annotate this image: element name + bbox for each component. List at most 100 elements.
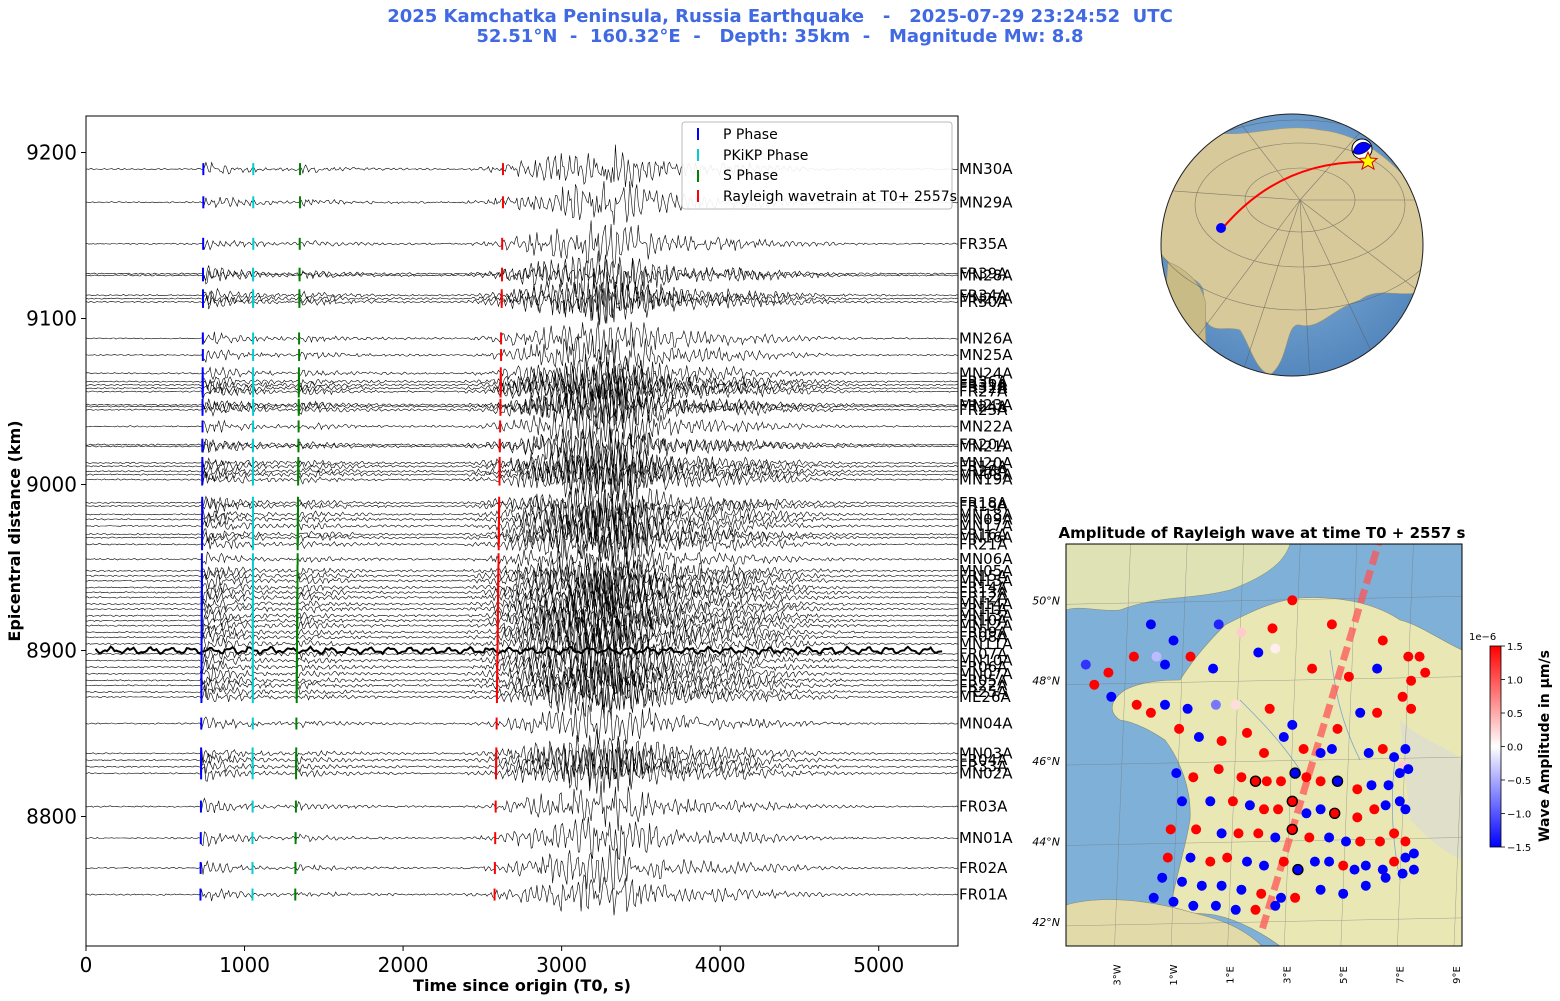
station-label-MN21A: MN21A [959,437,1013,455]
station-dot [1307,663,1318,674]
station-label-FR04A: FR04A [959,751,1008,769]
station-dot [1233,828,1244,839]
station-label-FR21A: FR21A [959,535,1008,553]
map-landmass-france [1112,597,1462,946]
lon-label: 1°E [1226,966,1237,984]
station-region-marker [1216,223,1226,233]
station-label-FR19A: FR19A [959,497,1008,515]
station-label-MN24A: MN24A [959,364,1013,382]
trace-FR03A [86,781,958,831]
station-dot [1270,900,1281,911]
station-label-FR24A: FR24A [959,398,1008,416]
station-label-MN25A: MN25A [959,346,1013,364]
station-dot [1315,884,1326,895]
station-dot [1420,667,1431,678]
station-dot [1236,884,1247,895]
amplitude-map: Amplitude of Rayleigh wave at time T0 + … [1032,524,1553,986]
station-dot [1315,776,1326,787]
station-dot [1400,852,1411,863]
y-axis-ticks: 8800 8900 9000 9100 9200 [26,141,86,829]
trace-FR01A [86,874,958,916]
trace-FR39A [86,250,958,293]
station-dot [1157,872,1168,883]
trace-MN19A [86,461,958,502]
colorbar-ticks: 1.5 1.0 0.5 0.0 −0.5 −1.0 −1.5 [1501,642,1531,854]
trace-FR09A [86,609,958,655]
station-dot [1400,744,1411,754]
trace-MN08A [86,452,958,501]
trace-FR25A [86,674,958,712]
lon-label: 1°W [1169,964,1180,985]
trace-MN23A [86,380,958,427]
y-tick-label: 8800 [26,805,77,829]
trace-MN12A [86,602,958,651]
station-dot [1253,828,1264,839]
lon-label: 7°E [1395,966,1406,984]
station-label-MN04A: MN04A [959,715,1013,733]
epicenter-star [1357,150,1379,171]
station-dot [1259,748,1269,758]
station-dot [1326,744,1337,754]
map-graticule [1066,544,1462,946]
station-dot [1216,828,1227,839]
station-dot [1216,736,1227,746]
station-dot [1324,832,1335,843]
station-dot [1380,872,1391,883]
meridian-line [1227,544,1244,946]
trace-MN16A [86,515,958,563]
station-dot [1168,896,1179,907]
station-dot [1188,900,1199,911]
lon-label: 3°W [1113,964,1124,985]
station-dot [1375,836,1385,847]
station-dot [1292,863,1304,876]
lon-label: 9°E [1452,966,1463,984]
station-label-MN20A: MN20A [959,454,1013,472]
legend-label-p: P Phase [723,127,778,143]
station-dot [1332,723,1343,734]
map-landmass-britain [1066,544,1291,611]
station-dot [1278,732,1289,742]
meridian-line [1453,738,1462,946]
trace-FR22A [86,662,958,710]
trace-ME26A [86,676,958,720]
station-label-FR23A: FR23A [959,401,1008,419]
great-circle-path [1221,160,1369,230]
globe-graticule [1161,114,1423,376]
station-dot [1205,856,1216,867]
trace-FR28A [86,448,958,492]
station-dot [1394,768,1405,779]
station-label-FR16A: FR16A [959,525,1008,543]
station-dot [1168,635,1179,646]
legend-label-s: S Phase [723,168,778,184]
seismogram-traces [86,144,958,916]
station-label-FR39A: FR39A [959,265,1008,283]
trace-FR10A [86,599,958,644]
station-dot [1242,856,1252,867]
figure-title-line2: 52.51°N - 160.32°E - Depth: 35km - Magni… [476,26,1084,47]
y-tick-label: 9200 [26,141,77,165]
trace-FR08A [86,612,958,658]
station-dot [1380,800,1391,811]
colorbar-tick-label: −0.5 [1507,776,1531,787]
station-label-FR18A: FR18A [959,494,1008,512]
station-dot [1236,627,1247,638]
colorbar-label: Wave Amplitude in μm/s [1537,650,1553,842]
y-tick-label: 8900 [26,639,77,663]
station-dot [1360,880,1371,891]
colorbar-tick-label: 0.5 [1507,709,1523,720]
station-dot [1276,892,1286,903]
station-dot [1264,703,1275,714]
trace-MN22A [86,404,958,449]
trace-FR18A [86,480,958,527]
station-dot [1400,836,1411,847]
station-label-MN17A: MN17A [959,517,1013,535]
station-dot [1205,796,1216,807]
trace-FR34A [86,271,958,319]
station-dot [1270,643,1281,654]
station-dot [1355,707,1366,718]
trace-FR05A [86,661,958,699]
station-label-FR33A: FR33A [959,758,1008,776]
station-label-FR28A: FR28A [959,462,1008,480]
figure-title-line1: 2025 Kamchatka Peninsula, Russia Earthqu… [387,6,1173,27]
colorbar-tick-label: 1.5 [1507,642,1523,653]
